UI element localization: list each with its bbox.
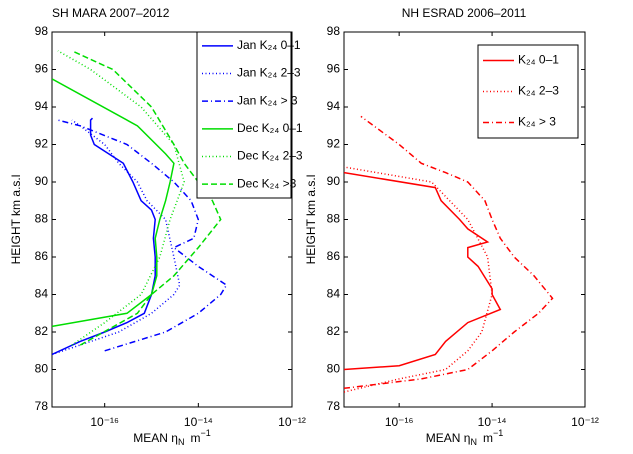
y-tick-label: 82 [35, 324, 49, 338]
y-tick-label: 80 [35, 362, 49, 376]
chart-title: NH ESRAD 2006–2011 [402, 6, 527, 20]
profile-line [344, 171, 502, 371]
legend-label: Dec K₂₄ 2–3 [237, 149, 303, 163]
y-axis-label: HEIGHT km a.s.l [9, 175, 23, 265]
y-tick-label: 90 [35, 174, 49, 188]
legend-label: Dec K₂₄ >3 [237, 176, 297, 190]
x-tick-label: 10⁻¹⁴ [478, 415, 507, 429]
legend-label: Jan K₂₄ 2–3 [237, 66, 301, 80]
y-tick-label: 84 [327, 287, 341, 301]
x-axis-label: MEAN ηN m−1 [426, 428, 503, 447]
y-tick-label: 94 [35, 99, 49, 113]
y-tick-label: 88 [35, 212, 49, 226]
y-tick-label: 96 [35, 62, 49, 76]
y-tick-label: 88 [327, 212, 341, 226]
chart-title: SH MARA 2007–2012 [52, 6, 170, 20]
x-axis-label: MEAN ηN m−1 [133, 428, 210, 447]
y-tick-label: 86 [35, 249, 49, 263]
legend-label: Jan K₂₄ > 3 [237, 93, 298, 107]
y-tick-label: 78 [327, 399, 341, 413]
y-tick-label: 92 [327, 137, 341, 151]
profile-line [71, 50, 222, 346]
legend-label: K₂₄ > 3 [518, 115, 556, 129]
x-tick-label: 10⁻¹² [278, 415, 306, 429]
x-axis-label-part: m [190, 431, 200, 445]
x-axis-label-sup: −1 [493, 428, 503, 438]
x-tick-label: 10⁻¹² [571, 415, 599, 429]
legend-label: Dec K₂₄ 0–1 [237, 121, 303, 135]
y-tick-label: 84 [35, 287, 49, 301]
y-tick-label: 86 [327, 249, 341, 263]
legend-label: Jan K₂₄ 0–1 [237, 38, 301, 52]
x-tick-label: 10⁻¹⁴ [184, 415, 213, 429]
x-axis-label-part: MEAN η [133, 431, 178, 445]
y-tick-label: 98 [327, 24, 341, 38]
x-axis-label-sub: N [470, 437, 477, 447]
y-tick-label: 82 [327, 324, 341, 338]
x-axis-label-part: MEAN η [426, 431, 471, 445]
y-axis-label: HEIGHT km a.s.l [304, 175, 318, 265]
legend-label: K₂₄ 0–1 [518, 53, 559, 67]
x-axis-label-sub: N [178, 437, 185, 447]
profile-line [344, 115, 554, 390]
legend-label: K₂₄ 2–3 [518, 84, 559, 98]
profile-line [52, 117, 156, 356]
profile-line [344, 166, 493, 393]
legend-box [196, 31, 292, 199]
y-tick-label: 94 [327, 99, 341, 113]
y-tick-label: 80 [327, 362, 341, 376]
y-tick-label: 78 [35, 399, 49, 413]
y-tick-label: 92 [35, 137, 49, 151]
x-axis-label-part: m [483, 431, 493, 445]
x-tick-label: 10⁻¹⁶ [385, 415, 414, 429]
y-tick-label: 96 [327, 62, 341, 76]
y-tick-label: 98 [35, 24, 49, 38]
x-tick-label: 10⁻¹⁶ [90, 415, 119, 429]
profile-line [57, 119, 228, 352]
x-axis-label-sup: −1 [200, 428, 210, 438]
y-tick-label: 90 [327, 174, 341, 188]
profile-line [52, 78, 175, 328]
